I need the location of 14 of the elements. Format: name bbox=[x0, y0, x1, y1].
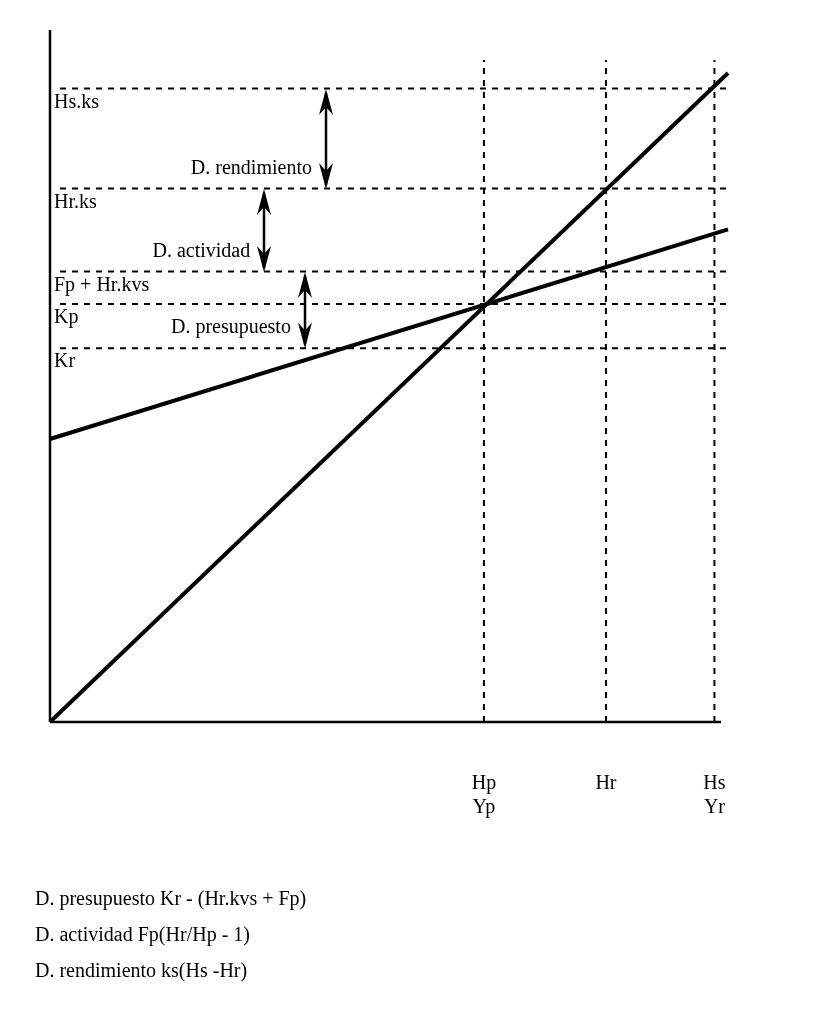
x-tick-label: Hr bbox=[595, 771, 617, 794]
annotation: D. actividad bbox=[152, 238, 251, 261]
annotation: D. presupuesto bbox=[170, 315, 291, 339]
text: D. rendimiento ks(Hs -Hr) bbox=[35, 958, 249, 984]
text: D. presupuesto Kr - (Hr.kvs + Fp) bbox=[35, 886, 308, 912]
ref-line-label: Fp + Hr.kvs bbox=[54, 272, 150, 296]
x-tick-label: Hp Yp bbox=[471, 771, 497, 819]
ref-line-label: Hs.ks bbox=[54, 89, 100, 112]
x-tick-label: Hs Yr bbox=[703, 771, 726, 818]
text: D. actividad Fp(Hr/Hp - 1) bbox=[35, 922, 251, 948]
ref-line-label: Kp bbox=[54, 305, 79, 329]
ref-line-label: Hr.ks bbox=[54, 189, 97, 212]
annotation: D. rendimiento bbox=[190, 155, 312, 178]
ref-line-label: Kr bbox=[54, 349, 76, 372]
